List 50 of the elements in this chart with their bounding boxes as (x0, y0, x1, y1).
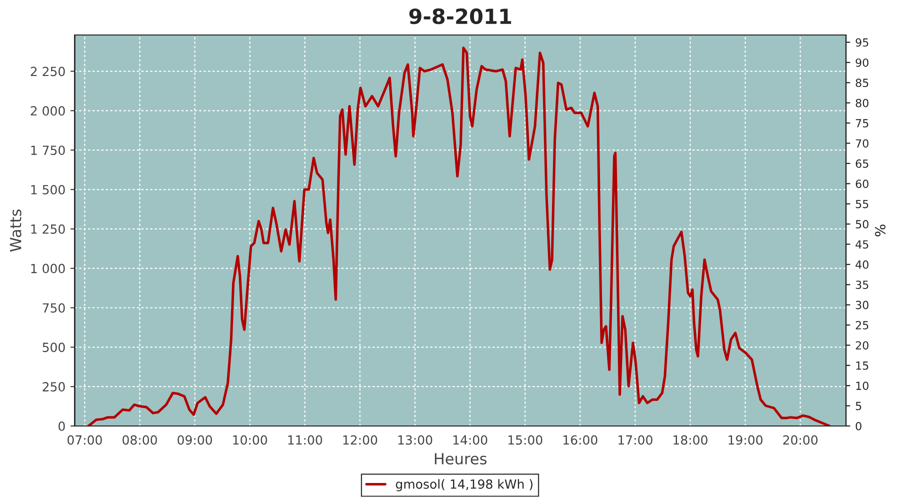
x-tick-label: 07:00 (68, 435, 102, 445)
y-axis-title: Watts (10, 210, 22, 252)
x-tick-label: 12:00 (343, 435, 378, 445)
x-tick-label: 09:00 (178, 435, 212, 445)
y-tick-label: 2 250 (30, 66, 65, 76)
y2-tick-label: 45 (856, 240, 868, 249)
x-tick-label: 19:00 (728, 435, 762, 445)
y2-tick-label: 70 (856, 139, 868, 148)
y-tick-label: 1 500 (31, 184, 65, 194)
x-axis-title: Heures (434, 453, 487, 465)
y2-tick-label: 60 (856, 180, 868, 188)
y-tick-label: 2 000 (30, 106, 65, 116)
y2-tick-label: 55 (856, 200, 868, 208)
x-tick-label: 15:00 (508, 435, 542, 445)
y-tick-label: 0 (58, 421, 65, 431)
x-tick-label: 08:00 (122, 435, 157, 445)
y-tick-label: 750 (42, 303, 65, 313)
y2-tick-label: 95 (856, 38, 868, 47)
y2-tick-label: 65 (856, 159, 868, 168)
x-tick-label: 11:00 (288, 435, 322, 445)
chart-title: 9-8-2011 (409, 8, 512, 24)
y2-tick-label: 5 (856, 402, 862, 410)
y-tick-label: 250 (42, 382, 65, 392)
y2-axis-title: % (874, 224, 886, 236)
y2-tick-label: 30 (856, 300, 868, 310)
y2-tick-label: 80 (856, 98, 868, 108)
y-tick-label: 1 750 (31, 146, 65, 156)
x-tick-label: 16:00 (563, 435, 598, 445)
x-tick-label: 14:00 (453, 435, 488, 445)
y2-tick-label: 10 (856, 382, 868, 390)
y2-tick-label: 15 (856, 362, 868, 370)
y2-tick-label: 90 (856, 58, 868, 67)
y-tick-label: 500 (42, 342, 65, 352)
y2-tick-label: 50 (856, 220, 868, 228)
y2-tick-label: 20 (856, 341, 868, 350)
x-tick-label: 18:00 (674, 435, 708, 445)
y-tick-label: 1 250 (31, 224, 65, 234)
x-tick-label: 10:00 (233, 435, 268, 445)
line-series (87, 46, 831, 426)
legend-label: gmosol( 14,198 kWh ) (396, 479, 532, 492)
x-tick-label: 13:00 (398, 435, 432, 445)
y2-tick-label: 0 (856, 422, 862, 430)
y2-tick-label: 35 (856, 280, 868, 290)
x-tick-label: 20:00 (783, 435, 818, 445)
y2-tick-label: 75 (856, 119, 868, 128)
y2-tick-label: 85 (856, 78, 868, 88)
y2-tick-label: 40 (856, 260, 868, 269)
y2-tick-label: 25 (856, 320, 868, 330)
x-tick-label: 17:00 (618, 435, 652, 445)
y-tick-label: 1 000 (31, 264, 65, 274)
